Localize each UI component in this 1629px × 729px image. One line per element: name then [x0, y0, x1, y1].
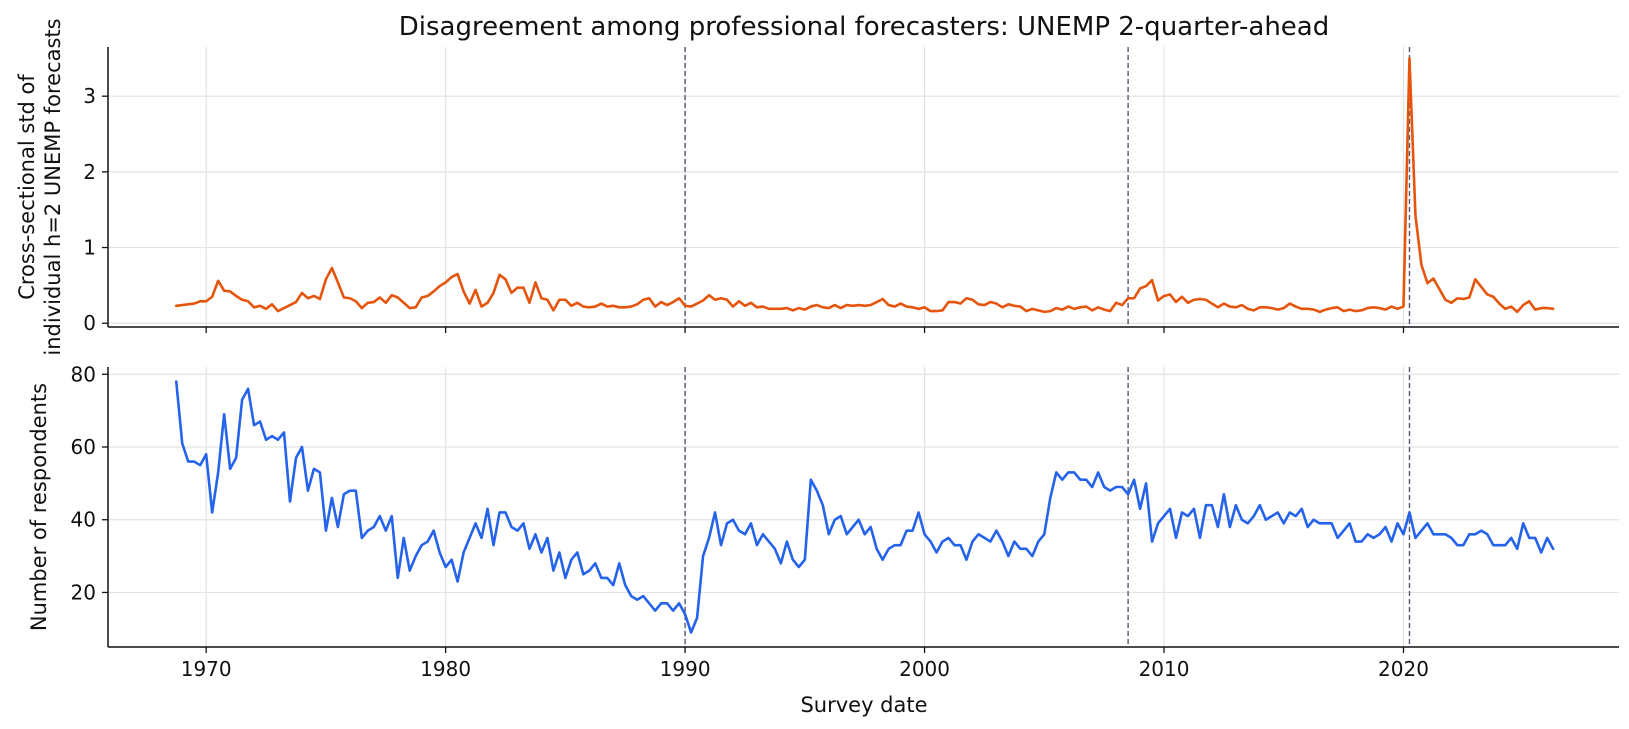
y-tick-label: 40: [71, 508, 96, 532]
series-line: [174, 57, 1555, 314]
y-tick-label: 0: [83, 311, 96, 335]
y-axis-title: individual h=2 UNEMP forecasts: [41, 18, 65, 355]
y-tick-label: 2: [83, 160, 96, 184]
x-tick-label: 2000: [899, 657, 950, 681]
x-tick-label: 1990: [660, 657, 711, 681]
y-tick-label: 20: [71, 580, 96, 604]
series-line: [174, 380, 1555, 634]
x-tick-label: 2010: [1139, 657, 1190, 681]
x-tick-label: 1980: [420, 657, 471, 681]
y-tick-label: 1: [83, 236, 96, 260]
x-tick-label: 2020: [1378, 657, 1429, 681]
y-axis-title: Cross-sectional std of: [15, 74, 39, 300]
y-tick-label: 60: [71, 435, 96, 459]
y-tick-label: 3: [83, 84, 96, 108]
x-axis-title: Survey date: [800, 693, 927, 717]
respondents-panel: 20 40 60 80 1970 1980 1990 2000 2010 2020 Number o…: [27, 362, 1619, 681]
y-tick-label: 80: [71, 362, 96, 386]
x-tick-label: 1970: [181, 657, 232, 681]
chart-title: Disagreement among professional forecast…: [399, 12, 1329, 42]
y-axis-title: Number of respondents: [27, 383, 51, 631]
dispersion-panel: 0 1 2 3 Cross-sectional std of individual h=2…: [15, 18, 1619, 356]
